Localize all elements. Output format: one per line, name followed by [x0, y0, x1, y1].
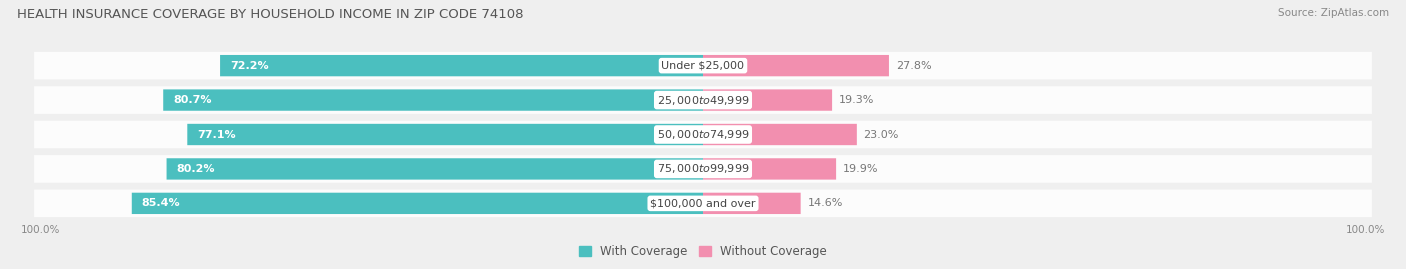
- Text: $75,000 to $99,999: $75,000 to $99,999: [657, 162, 749, 175]
- Legend: With Coverage, Without Coverage: With Coverage, Without Coverage: [574, 240, 832, 263]
- Text: 27.8%: 27.8%: [896, 61, 931, 71]
- FancyBboxPatch shape: [34, 121, 1372, 148]
- FancyBboxPatch shape: [34, 155, 1372, 183]
- FancyBboxPatch shape: [163, 89, 703, 111]
- FancyBboxPatch shape: [703, 55, 889, 76]
- FancyBboxPatch shape: [703, 89, 832, 111]
- Text: 19.9%: 19.9%: [842, 164, 879, 174]
- Text: $100,000 and over: $100,000 and over: [650, 198, 756, 208]
- FancyBboxPatch shape: [221, 55, 703, 76]
- FancyBboxPatch shape: [34, 52, 1372, 79]
- FancyBboxPatch shape: [703, 158, 837, 180]
- Text: 80.7%: 80.7%: [173, 95, 212, 105]
- Text: 72.2%: 72.2%: [231, 61, 269, 71]
- FancyBboxPatch shape: [34, 190, 1372, 217]
- Text: 100.0%: 100.0%: [21, 225, 60, 235]
- Text: $25,000 to $49,999: $25,000 to $49,999: [657, 94, 749, 107]
- FancyBboxPatch shape: [703, 124, 856, 145]
- FancyBboxPatch shape: [187, 124, 703, 145]
- Text: Under $25,000: Under $25,000: [661, 61, 745, 71]
- Text: Source: ZipAtlas.com: Source: ZipAtlas.com: [1278, 8, 1389, 18]
- Text: 23.0%: 23.0%: [863, 129, 898, 140]
- FancyBboxPatch shape: [166, 158, 703, 180]
- FancyBboxPatch shape: [703, 193, 800, 214]
- Text: 19.3%: 19.3%: [839, 95, 875, 105]
- FancyBboxPatch shape: [34, 86, 1372, 114]
- Text: 85.4%: 85.4%: [142, 198, 180, 208]
- Text: 100.0%: 100.0%: [1346, 225, 1385, 235]
- Text: 14.6%: 14.6%: [807, 198, 842, 208]
- Text: 77.1%: 77.1%: [197, 129, 236, 140]
- Text: HEALTH INSURANCE COVERAGE BY HOUSEHOLD INCOME IN ZIP CODE 74108: HEALTH INSURANCE COVERAGE BY HOUSEHOLD I…: [17, 8, 523, 21]
- Text: 80.2%: 80.2%: [177, 164, 215, 174]
- Text: $50,000 to $74,999: $50,000 to $74,999: [657, 128, 749, 141]
- FancyBboxPatch shape: [132, 193, 703, 214]
